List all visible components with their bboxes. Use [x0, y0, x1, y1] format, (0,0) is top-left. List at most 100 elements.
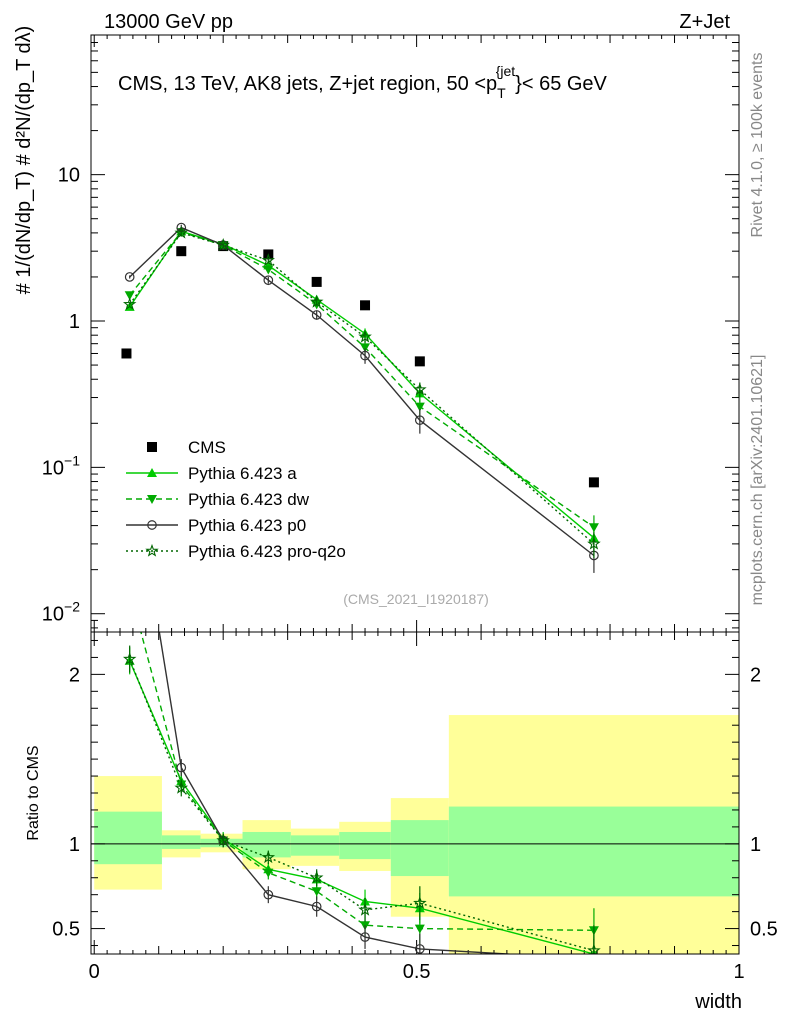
band-inner	[161, 835, 201, 849]
data-point	[414, 356, 425, 367]
data-point	[122, 297, 137, 311]
legend: CMS Pythia 6.423 a Pythia 6.423 dw Pythia 6…	[126, 438, 346, 561]
data-point	[414, 415, 425, 426]
data-point	[311, 276, 322, 287]
data-point	[587, 536, 601, 550]
band-inner	[390, 820, 449, 877]
mcplots-label: mcplots.cern.ch [arXiv:2401.10621]	[749, 355, 766, 606]
data-point	[311, 310, 322, 320]
ratio-panel-frame	[90, 631, 740, 955]
analysis-id: (CMS_2021_I1920187)	[343, 591, 489, 607]
ratio-point	[311, 901, 322, 912]
main-y-tick-label-exp: −2	[64, 599, 80, 615]
ratio-point	[263, 868, 274, 878]
ratio-point	[216, 833, 230, 847]
ratio-y-axis-label: Ratio to CMS	[25, 745, 42, 840]
ratio-point	[587, 943, 601, 954]
ratio-point	[309, 870, 324, 884]
legend-marker	[147, 468, 157, 477]
ratio-point	[261, 850, 276, 864]
energy-label: 13000 GeV pp	[104, 11, 233, 33]
data-point	[263, 275, 274, 286]
data-point	[124, 272, 135, 282]
legend-marker	[145, 543, 159, 557]
ratio-point	[311, 887, 322, 897]
main-y-axis-label: # 1/(dN/dp_T) # d²N/(dp_T dλ)	[13, 26, 35, 295]
ratio-y-tick-label: 2	[69, 664, 80, 686]
main-y-tick-label-base: 10	[42, 604, 64, 626]
legend-entry-pythia-6-423-a: Pythia 6.423 a	[126, 464, 297, 483]
series-line-pythia-6-423-a	[129, 230, 595, 539]
legend-entry-cms: CMS	[147, 438, 226, 457]
band-inner	[448, 806, 739, 897]
data-point	[360, 350, 370, 361]
ratio-x-tick-labels: 0 0.5 1	[89, 961, 745, 983]
data-point	[358, 329, 372, 343]
data-point	[176, 246, 187, 257]
ratio-x-tick-label: 0.5	[403, 961, 431, 983]
ratio-point	[176, 762, 187, 773]
legend-label: Pythia 6.423 dw	[188, 490, 310, 509]
legend-label: Pythia 6.423 a	[188, 464, 297, 483]
data-point	[216, 237, 230, 251]
series-line-pythia-6-423-p0	[129, 226, 595, 557]
legend-label: Pythia 6.423 p0	[188, 516, 306, 535]
data-point	[121, 348, 132, 359]
ratio-point	[414, 924, 425, 934]
main-title-start: CMS, 13 TeV, AK8 jets, Z+jet region, 50 …	[118, 73, 497, 95]
ratio-x-tick-label: 1	[733, 961, 744, 983]
legend-entry-pythia-6-423-p0: Pythia 6.423 p0	[126, 516, 306, 535]
ratio-line-pythia-6-423-a	[129, 660, 595, 954]
ratio-line-pythia-6-423-p0	[158, 632, 519, 954]
main-y-tick-label: 1	[69, 311, 80, 333]
main-title-end: }< 65 GeV	[515, 73, 607, 95]
legend-label: Pythia 6.423 pro-q2o	[188, 542, 346, 561]
main-y-tick-label-exp: −1	[64, 452, 80, 468]
rivet-label: Rivet 4.1.0, ≥ 100k events	[749, 53, 766, 238]
ratio-x-tick-label: 0	[89, 961, 100, 983]
ratio-series-pythia-6-423-pro-q2o	[122, 645, 601, 954]
main-y-tick-label: 10−1	[42, 452, 80, 479]
main-y-tick-label-base: 10	[58, 165, 80, 187]
main-y-tick-label: 10	[58, 165, 80, 187]
band-inner	[242, 831, 291, 858]
main-title-sup: {jet	[496, 63, 516, 79]
ratio-point	[122, 651, 137, 665]
ratio-point	[358, 902, 372, 916]
data-point	[309, 294, 324, 308]
main-title: CMS, 13 TeV, AK8 jets, Z+jet region, 50 …	[118, 63, 608, 101]
ratio-y-tick-label: 0.5	[52, 919, 80, 941]
band-inner	[339, 831, 391, 860]
band-inner	[94, 811, 162, 865]
data-point	[263, 265, 274, 275]
data-point	[124, 291, 135, 301]
data-point	[360, 300, 371, 311]
legend-entry-pythia-6-423-pro-q2o: Pythia 6.423 pro-q2o	[126, 542, 346, 561]
legend-entry-pythia-6-423-dw: Pythia 6.423 dw	[126, 490, 310, 509]
ratio-point	[360, 932, 370, 942]
ratio-point	[414, 944, 425, 954]
ratio-panel-ticks: 0.5 0.5 1 1 2 2	[52, 632, 778, 954]
main-y-axis-label-text: # 1/(dN/dp_T) # d²N/(dp_T dλ)	[13, 26, 35, 295]
band-inner	[290, 835, 340, 856]
ratio-y-tick-label-right: 2	[750, 664, 761, 686]
main-y-tick-label-base: 1	[69, 311, 80, 333]
main-y-tick-label-base: 10	[42, 457, 64, 479]
main-title-sub: T	[497, 85, 506, 101]
data-point	[360, 343, 371, 353]
data-point	[588, 477, 599, 488]
ratio-point	[174, 780, 189, 794]
main-y-tick-label: 10−2	[42, 599, 80, 626]
legend-marker	[147, 520, 157, 530]
data-point	[414, 402, 425, 412]
ratio-y-tick-label-right: 1	[750, 834, 761, 856]
data-point	[261, 253, 276, 267]
x-axis-label: width	[694, 991, 742, 1013]
ratio-point	[263, 889, 274, 900]
ratio-line-pythia-6-423-pro-q2o	[129, 658, 595, 952]
process-label: Z+Jet	[679, 11, 730, 33]
data-point	[174, 225, 189, 239]
ratio-y-tick-label: 1	[69, 834, 80, 856]
